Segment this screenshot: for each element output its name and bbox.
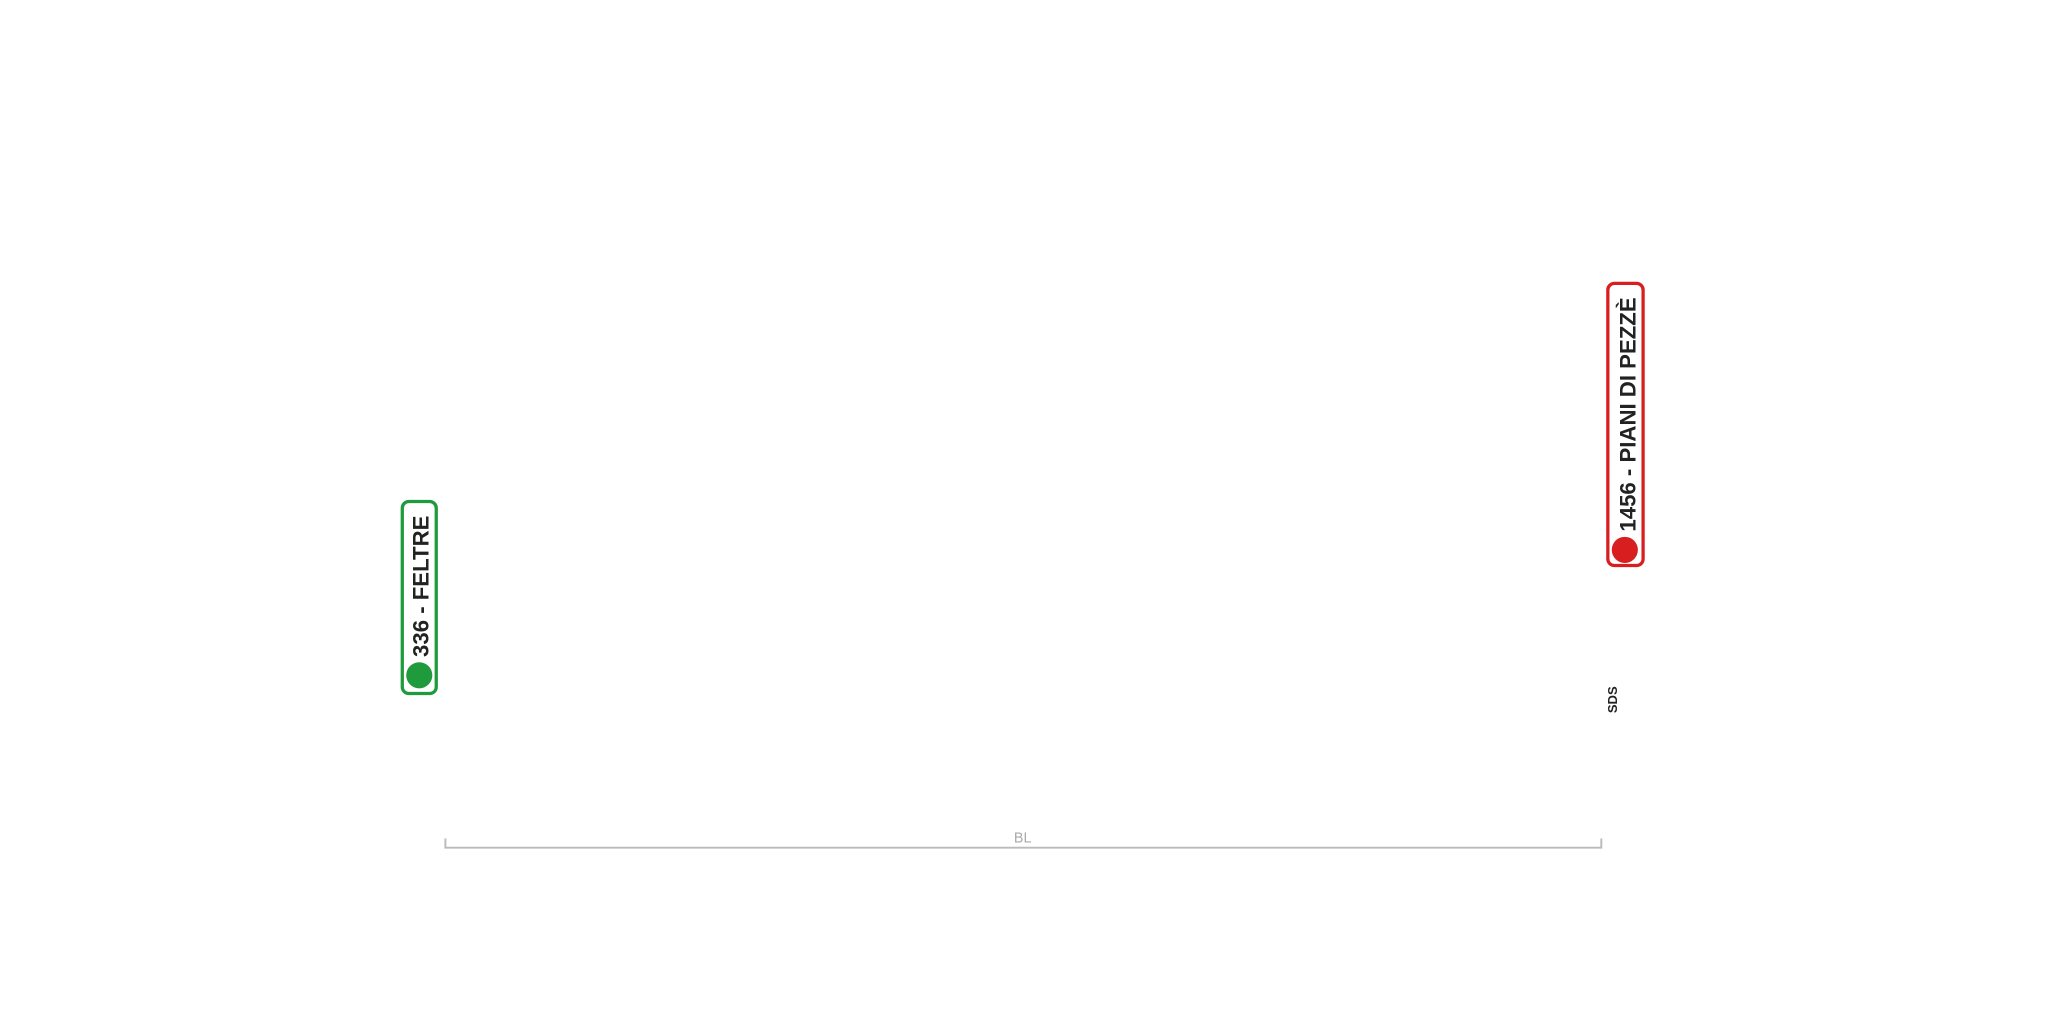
start-box (400, 499, 438, 696)
start-icon (406, 662, 433, 689)
finish-box (1606, 281, 1645, 568)
finish-label: 1456 - PIANI DI PEZZÈ (1615, 297, 1640, 531)
sprint-label: SDS (1605, 686, 1620, 713)
province-label: BL (1014, 830, 1032, 846)
start-label: 336 - FELTRE (408, 516, 433, 657)
finish-icon (1611, 536, 1638, 563)
province-bracket (444, 838, 1603, 849)
